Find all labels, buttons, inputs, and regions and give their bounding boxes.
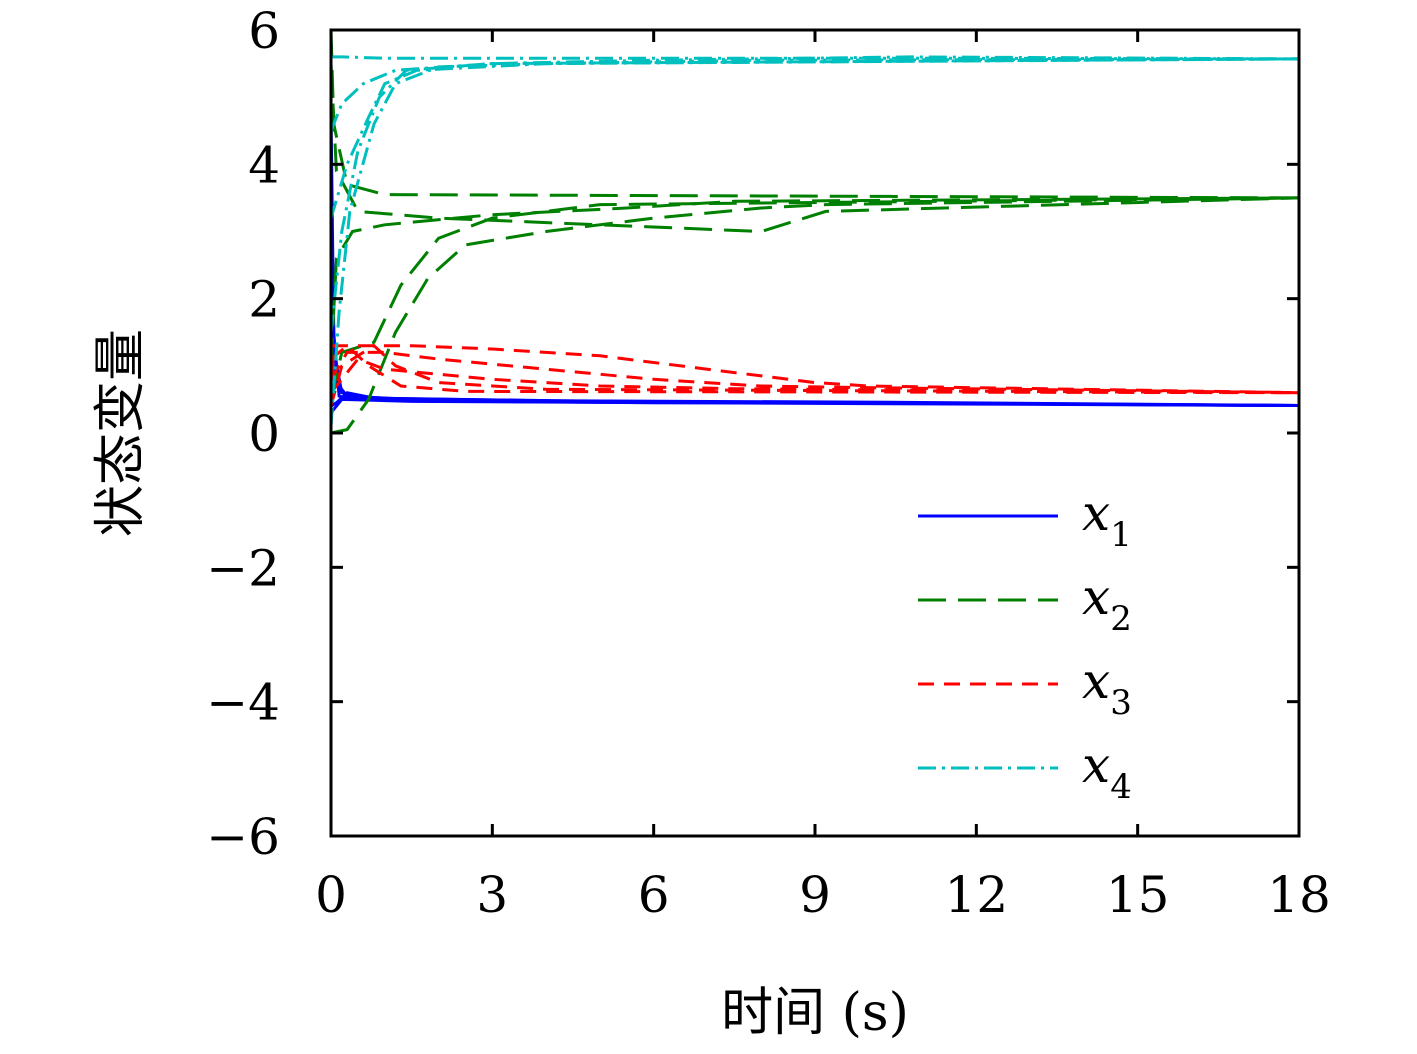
- legend-subscript: 4: [1110, 767, 1132, 807]
- legend: x1 x2 x3 x4: [918, 484, 1132, 807]
- y-tick-label: 4: [248, 136, 280, 194]
- legend-item-x4: x4: [918, 736, 1132, 807]
- legend-subscript: 1: [1110, 515, 1132, 555]
- plot-frame: [329, 28, 1301, 838]
- x-tick-label: 0: [315, 866, 347, 924]
- y-tick-label: 2: [248, 271, 280, 329]
- trajectory-x3-4: [330, 343, 1300, 395]
- legend-subscript: 2: [1110, 599, 1132, 639]
- trajectory-x3-3: [329, 350, 1300, 395]
- trajectory-x2-5: [329, 196, 1300, 400]
- series-x4: [329, 55, 1300, 427]
- x-tick-label: 3: [476, 866, 508, 924]
- y-axis-title: 状态变量: [91, 329, 151, 537]
- trajectory-x2-1: [329, 29, 1300, 200]
- legend-label: x2: [1082, 568, 1132, 639]
- trajectory-x4-4: [329, 57, 1300, 219]
- x-tick-label: 12: [945, 866, 1009, 924]
- legend-label: x4: [1082, 736, 1132, 807]
- y-tick-label: 6: [248, 2, 280, 60]
- trajectory-x4-3: [329, 57, 1300, 427]
- legend-item-x2: x2: [918, 568, 1132, 639]
- series-layer: [329, 29, 1300, 435]
- series-x3: [329, 343, 1300, 407]
- y-tick-label: −6: [206, 808, 280, 866]
- legend-item-x1: x1: [918, 484, 1132, 555]
- x-axis-title: 时间 (s): [721, 983, 909, 1043]
- y-tick-label: −4: [206, 674, 280, 732]
- legend-subscript: 3: [1110, 683, 1132, 723]
- legend-label: x1: [1082, 484, 1132, 555]
- trajectory-x4-5: [329, 57, 1300, 333]
- x-tick-label: 18: [1267, 866, 1331, 924]
- y-tick-label: 0: [248, 405, 280, 463]
- trajectory-x1-5: [329, 397, 1300, 414]
- series-x1: [329, 110, 1300, 414]
- legend-item-x3: x3: [918, 652, 1132, 723]
- x-tick-label: 15: [1106, 866, 1170, 924]
- x-tick-label: 6: [638, 866, 670, 924]
- trajectory-x2-3: [330, 196, 1300, 435]
- trajectory-x3-1: [329, 344, 1300, 400]
- legend-label: x3: [1082, 652, 1132, 723]
- trajectory-x3-5: [329, 357, 1300, 395]
- trajectory-x2-2: [329, 63, 1300, 234]
- trajectory-x3-2: [329, 343, 1300, 407]
- x-tick-label: 9: [799, 866, 831, 924]
- y-tick-label: −2: [206, 539, 280, 597]
- series-x2: [329, 29, 1300, 435]
- trajectory-x4-1: [331, 55, 1300, 61]
